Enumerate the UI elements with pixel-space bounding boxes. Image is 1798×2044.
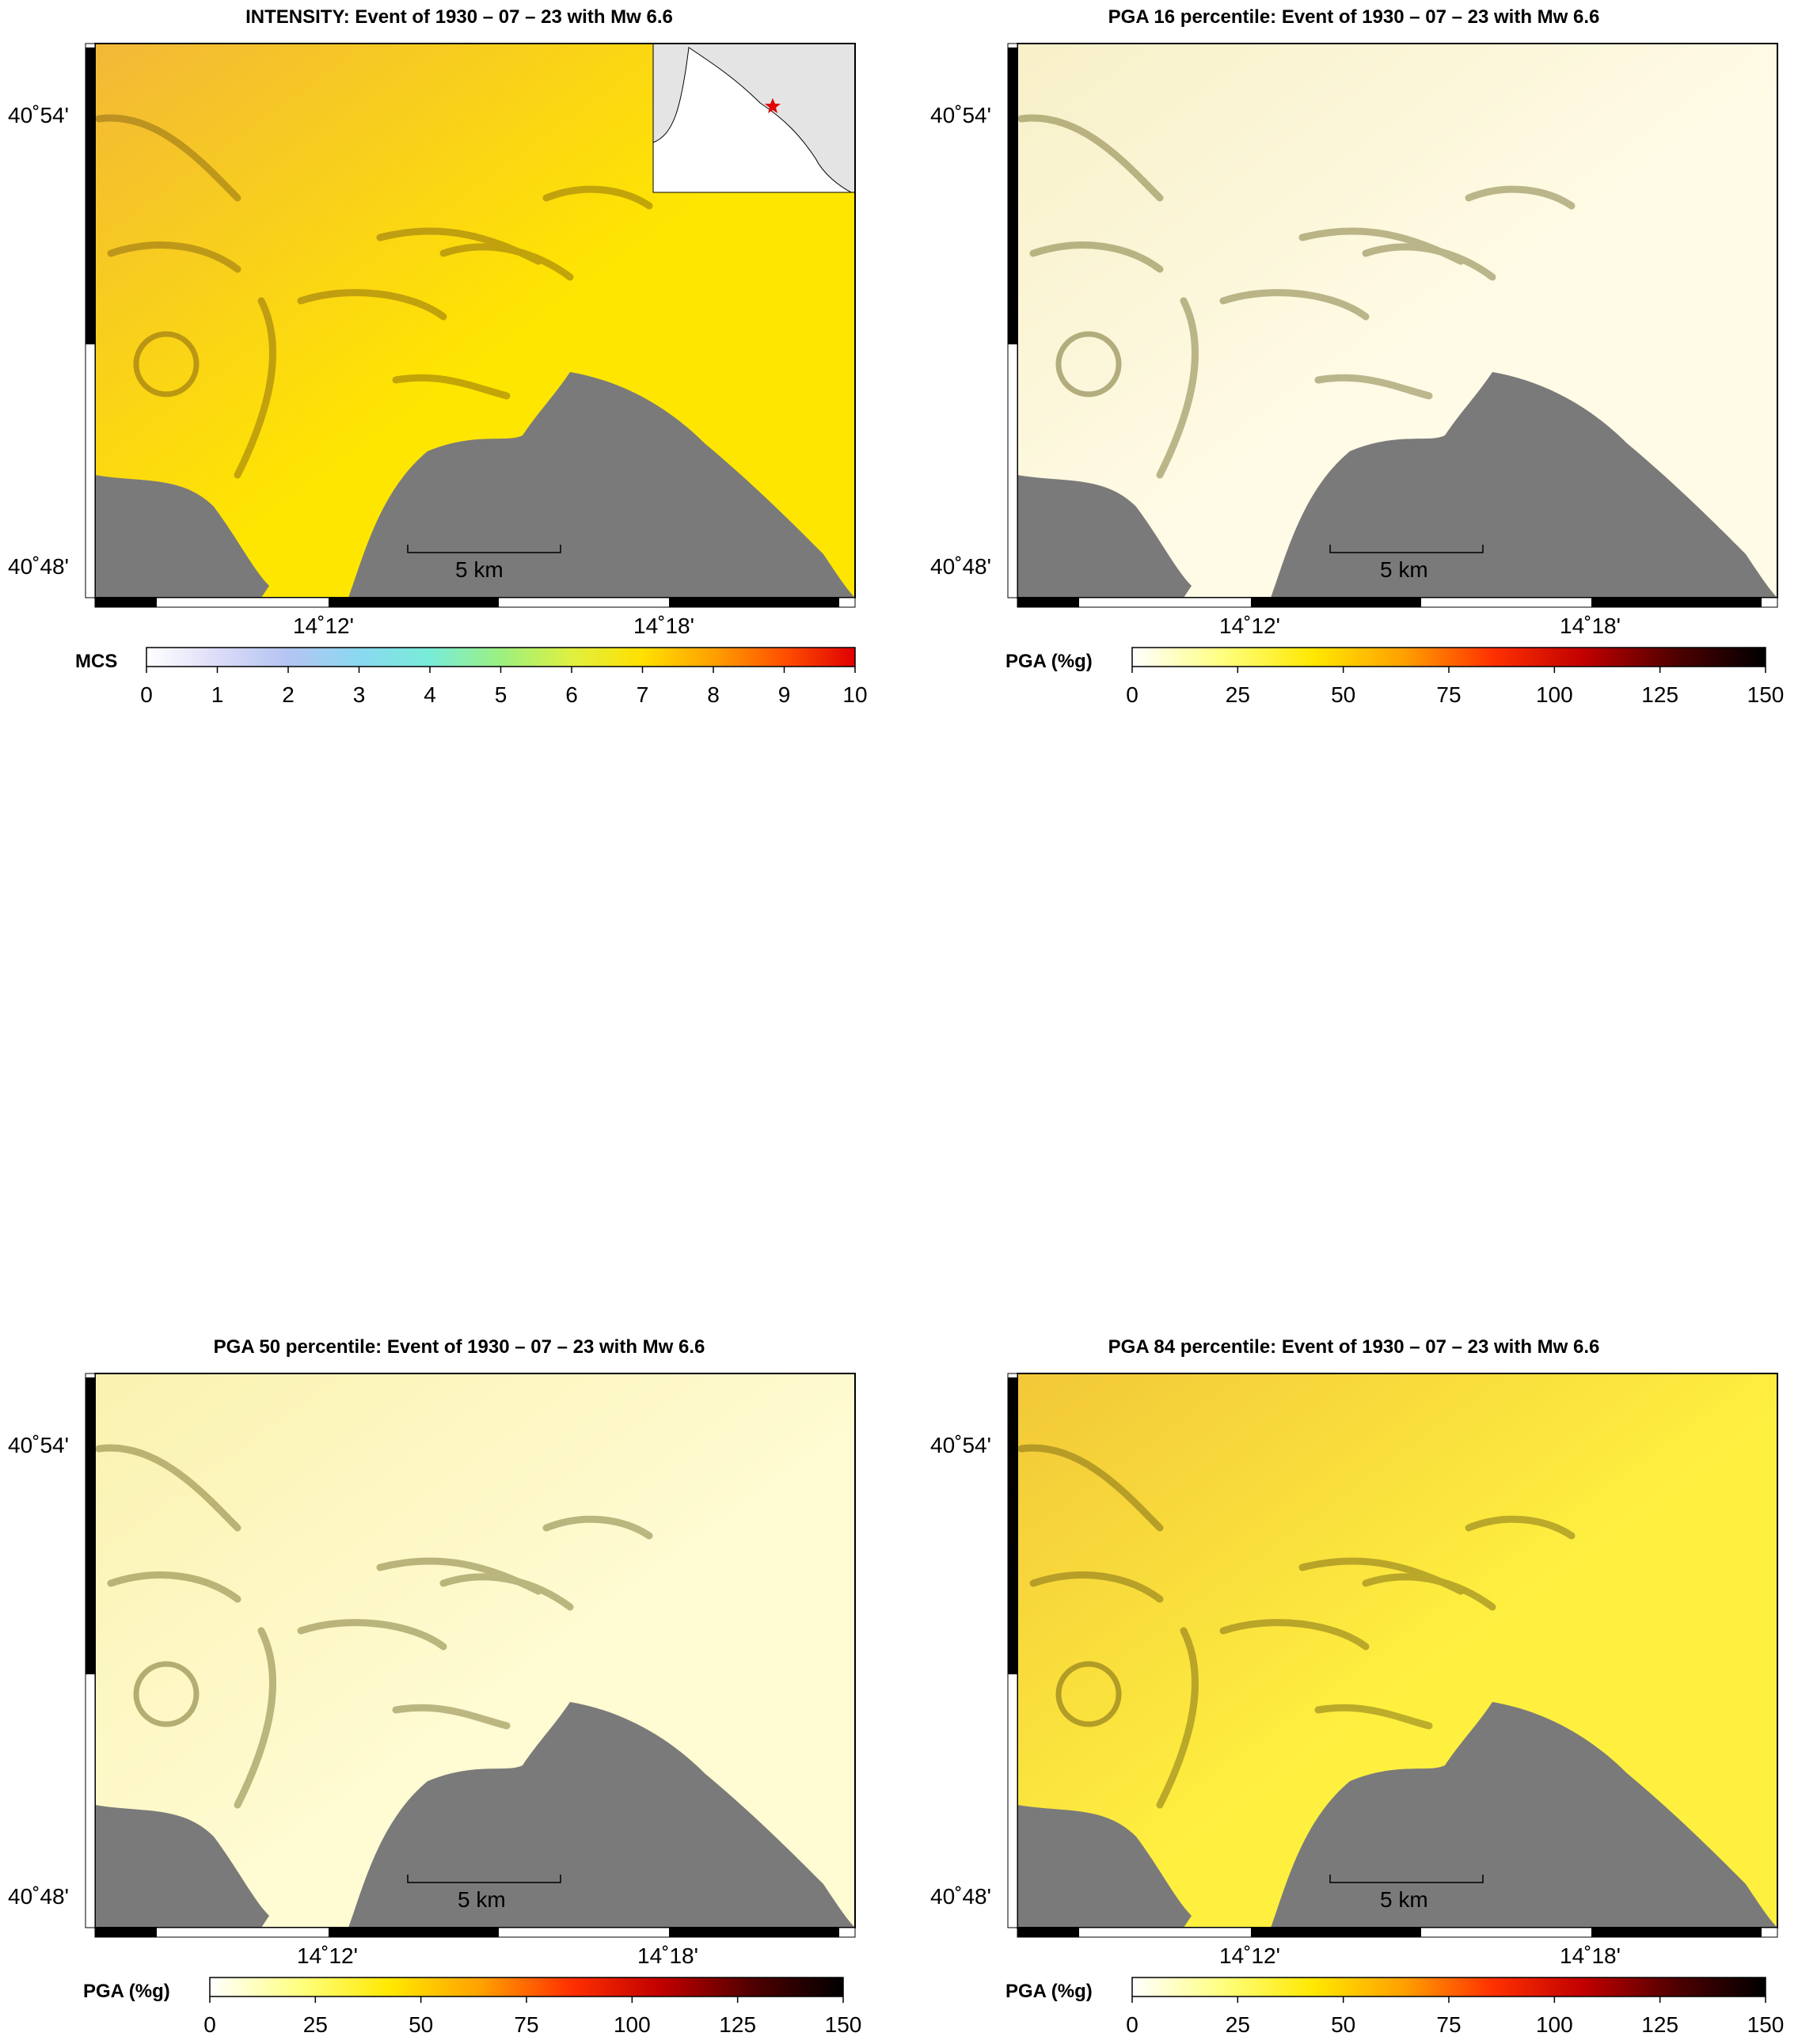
colorbar-tick-label: 50 — [409, 2012, 434, 2037]
colorbar-tick-label: 75 — [1436, 682, 1462, 707]
colorbar-tick-label: 100 — [613, 2012, 651, 2037]
map-frame — [1007, 1373, 1778, 2003]
latitude-label: 40˚54' — [8, 103, 69, 127]
map-title: PGA 50 percentile: Event of 1930 – 07 – … — [213, 1336, 705, 1358]
longitude-label: 14˚12' — [1219, 1943, 1280, 1968]
relief-shading — [95, 114, 653, 479]
map-title: PGA 84 percentile: Event of 1930 – 07 – … — [1108, 1336, 1600, 1358]
scale-bar — [1329, 1875, 1484, 1883]
colorbar-tick-label: 7 — [636, 682, 649, 707]
colorbar-title: PGA (%g) — [1005, 651, 1093, 672]
longitude-label: 14˚12' — [297, 1943, 358, 1968]
latitude-label: 40˚48' — [930, 554, 991, 579]
scale-bar — [407, 1875, 561, 1883]
colorbar-tick-label: 100 — [1535, 682, 1573, 707]
colorbar-tick-label: 0 — [203, 2012, 216, 2037]
colorbar-tick-label: 9 — [777, 682, 791, 707]
colorbar-tick-label: 75 — [1436, 2012, 1462, 2037]
map-frame — [85, 1373, 856, 2003]
caldera-ring — [1055, 331, 1122, 397]
caldera-ring — [133, 331, 200, 397]
colorbar-tick-label: 6 — [565, 682, 578, 707]
colorbar-tick-label: 1 — [211, 682, 224, 707]
location-inset — [652, 43, 856, 193]
sea-area — [1271, 1702, 1777, 1928]
colorbar-tick-label: 125 — [1641, 2012, 1679, 2037]
longitude-label: 14˚18' — [1560, 614, 1621, 638]
latitude-label: 40˚48' — [8, 554, 69, 579]
colorbar-title: PGA (%g) — [83, 1981, 170, 2002]
colorbar-tick-label: 2 — [282, 682, 295, 707]
colorbar-title: PGA (%g) — [1005, 1981, 1093, 2002]
colorbar — [209, 1977, 844, 1997]
colorbar-tick-label: 25 — [302, 2012, 328, 2037]
longitude-label: 14˚12' — [293, 614, 354, 638]
scale-bar-label: 5 km — [1380, 1887, 1428, 1912]
colorbar-tick-label: 125 — [719, 2012, 757, 2037]
latitude-label: 40˚48' — [930, 1884, 991, 1909]
map-panel-intensity: INTENSITY: Event of 1930 – 07 – 23 with … — [0, 0, 899, 728]
longitude-label: 14˚18' — [633, 614, 694, 638]
colorbar-tick-label: 0 — [1126, 2012, 1138, 2037]
sea-area — [95, 1805, 269, 1928]
map-panel-pga-84: PGA 84 percentile: Event of 1930 – 07 – … — [922, 1330, 1798, 2044]
sea-area — [348, 1702, 855, 1928]
colorbar-tick-label: 4 — [424, 682, 436, 707]
colorbar-tick-label: 10 — [842, 682, 868, 707]
colorbar-tick-label: 25 — [1225, 682, 1250, 707]
colorbar-tick-label: 125 — [1641, 682, 1679, 707]
colorbar-tick-label: 75 — [514, 2012, 539, 2037]
longitude-label: 14˚12' — [1219, 614, 1280, 638]
relief-shading — [1017, 1444, 1576, 1809]
latitude-label: 40˚54' — [8, 1433, 69, 1457]
colorbar — [1131, 1977, 1766, 1997]
latitude-label: 40˚54' — [930, 103, 991, 127]
colorbar — [146, 647, 856, 667]
colorbar-tick-label: 8 — [707, 682, 720, 707]
colorbar-tick-label: 150 — [824, 2012, 862, 2037]
epicenter-star-icon — [765, 98, 781, 113]
sea-area — [1017, 1805, 1192, 1928]
sea-area — [1271, 372, 1777, 598]
map-panel-pga-16: PGA 16 percentile: Event of 1930 – 07 – … — [922, 0, 1798, 728]
scale-bar-label: 5 km — [458, 1887, 506, 1912]
colorbar-tick-label: 3 — [352, 682, 366, 707]
colorbar-tick-label: 50 — [1331, 2012, 1356, 2037]
colorbar-tick-label: 150 — [1747, 2012, 1785, 2037]
colorbar-title: MCS — [75, 651, 118, 672]
map-panel-pga-50: PGA 50 percentile: Event of 1930 – 07 – … — [0, 1330, 899, 2044]
map-title: PGA 16 percentile: Event of 1930 – 07 – … — [1108, 6, 1600, 28]
colorbar-tick-label: 0 — [1126, 682, 1138, 707]
caldera-ring — [1055, 1661, 1122, 1727]
scale-bar — [407, 545, 561, 553]
scale-bar-label: 5 km — [455, 557, 504, 582]
scale-bar-label: 5 km — [1380, 557, 1428, 582]
colorbar-tick-label: 5 — [494, 682, 507, 707]
longitude-label: 14˚18' — [637, 1943, 698, 1968]
latitude-label: 40˚48' — [8, 1884, 69, 1909]
longitude-label: 14˚18' — [1560, 1943, 1621, 1968]
caldera-ring — [133, 1661, 200, 1727]
scale-bar — [1329, 545, 1484, 553]
sea-area — [348, 372, 855, 598]
map-frame — [1007, 43, 1778, 673]
map-title: INTENSITY: Event of 1930 – 07 – 23 with … — [245, 6, 673, 28]
colorbar — [1131, 647, 1766, 667]
colorbar-tick-label: 150 — [1747, 682, 1785, 707]
colorbar-tick-label: 25 — [1225, 2012, 1250, 2037]
sea-area — [1017, 475, 1192, 598]
relief-shading — [1017, 114, 1576, 479]
colorbar-tick-label: 0 — [140, 682, 153, 707]
map-frame — [85, 43, 856, 673]
relief-shading — [95, 1444, 653, 1809]
latitude-label: 40˚54' — [930, 1433, 991, 1457]
colorbar-tick-label: 100 — [1535, 2012, 1573, 2037]
sea-area — [95, 475, 269, 598]
colorbar-tick-label: 50 — [1331, 682, 1356, 707]
